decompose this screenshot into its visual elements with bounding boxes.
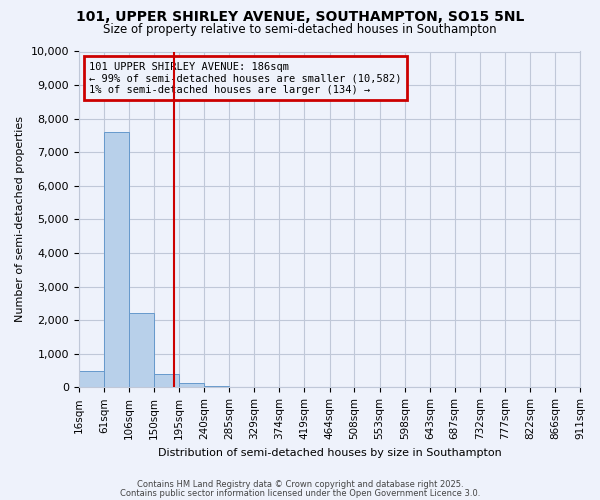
X-axis label: Distribution of semi-detached houses by size in Southampton: Distribution of semi-detached houses by … bbox=[158, 448, 501, 458]
Bar bbox=[79, 370, 104, 388]
Bar bbox=[104, 132, 129, 388]
Text: 101 UPPER SHIRLEY AVENUE: 186sqm
← 99% of semi-detached houses are smaller (10,5: 101 UPPER SHIRLEY AVENUE: 186sqm ← 99% o… bbox=[89, 62, 401, 95]
Bar bbox=[154, 374, 179, 388]
Text: Contains HM Land Registry data © Crown copyright and database right 2025.: Contains HM Land Registry data © Crown c… bbox=[137, 480, 463, 489]
Text: Contains public sector information licensed under the Open Government Licence 3.: Contains public sector information licen… bbox=[120, 488, 480, 498]
Y-axis label: Number of semi-detached properties: Number of semi-detached properties bbox=[15, 116, 25, 322]
Bar bbox=[204, 386, 229, 388]
Text: Size of property relative to semi-detached houses in Southampton: Size of property relative to semi-detach… bbox=[103, 22, 497, 36]
Text: 101, UPPER SHIRLEY AVENUE, SOUTHAMPTON, SO15 5NL: 101, UPPER SHIRLEY AVENUE, SOUTHAMPTON, … bbox=[76, 10, 524, 24]
Bar bbox=[129, 314, 154, 388]
Bar bbox=[179, 383, 204, 388]
